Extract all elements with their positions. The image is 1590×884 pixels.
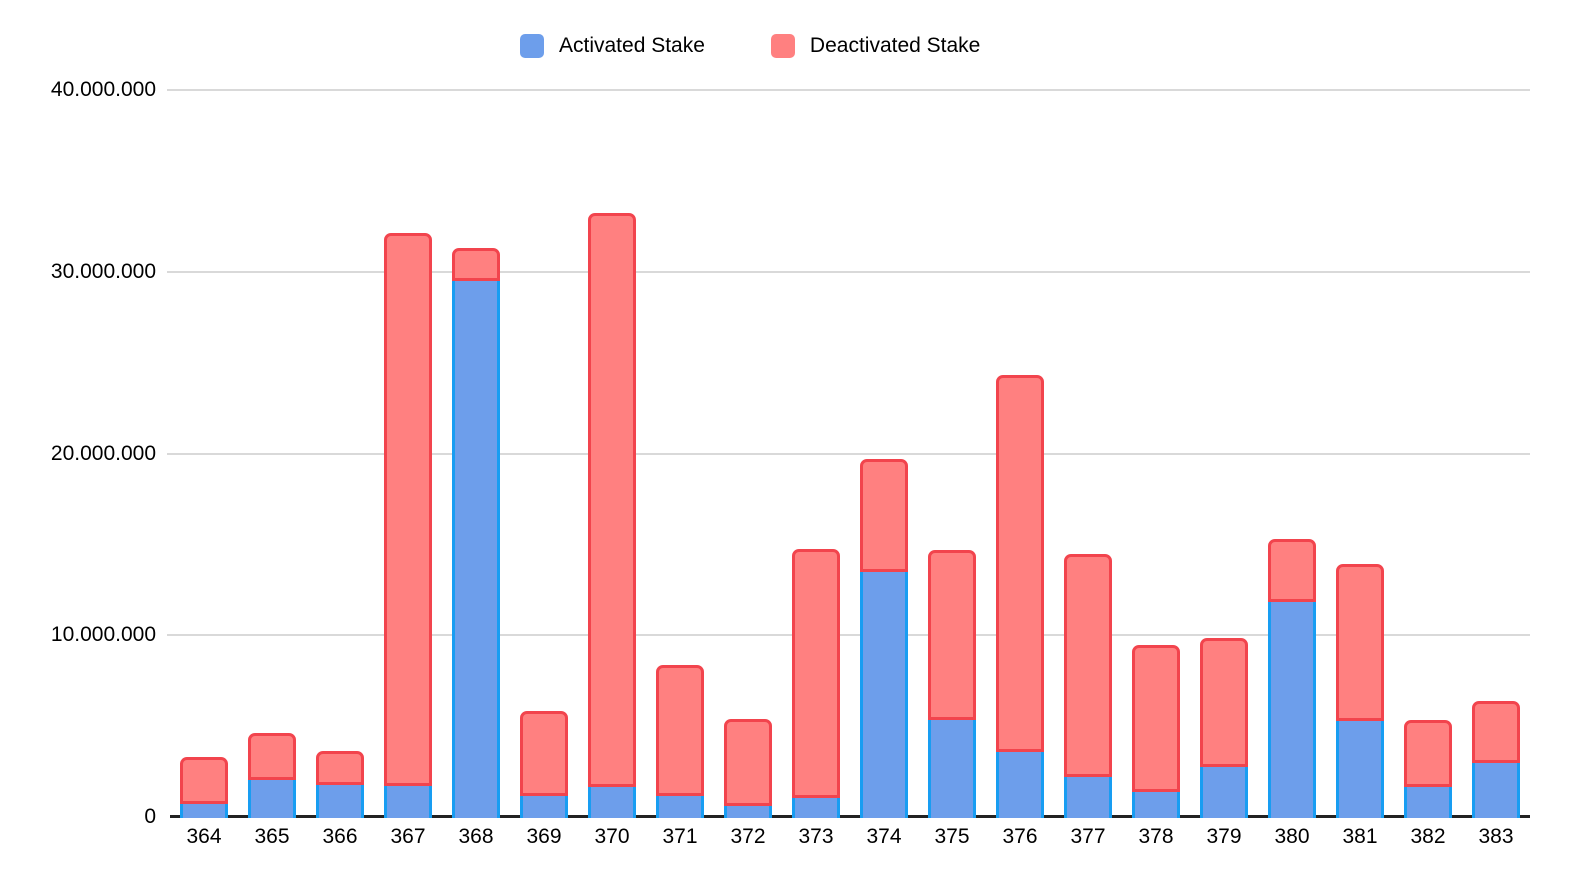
gridline-30.000.000 bbox=[167, 270, 1530, 273]
y-tick-label: 10.000.000 bbox=[50, 623, 156, 647]
x-tick-label-370: 370 bbox=[594, 825, 630, 848]
bar-segment-deactivated-374[interactable] bbox=[860, 459, 908, 572]
bar-segment-deactivated-377[interactable] bbox=[1064, 553, 1112, 778]
bar-segment-deactivated-366[interactable] bbox=[316, 750, 364, 785]
legend-label-activated: Activated Stake bbox=[559, 34, 705, 57]
x-tick-label-368: 368 bbox=[458, 825, 494, 848]
bar-segment-activated-376[interactable] bbox=[996, 748, 1044, 818]
x-tick-label-373: 373 bbox=[798, 825, 834, 848]
bar-segment-deactivated-367[interactable] bbox=[384, 232, 432, 787]
bar-segment-activated-372[interactable] bbox=[724, 802, 772, 818]
x-tick-label-364: 364 bbox=[186, 825, 222, 848]
bar-segment-activated-367[interactable] bbox=[384, 783, 432, 818]
bar-segment-activated-383[interactable] bbox=[1472, 759, 1520, 818]
legend-label-deactivated: Deactivated Stake bbox=[809, 34, 981, 57]
x-tick-label-374: 374 bbox=[866, 825, 902, 848]
x-tick-label-365: 365 bbox=[254, 825, 290, 848]
gridline-40.000.000 bbox=[167, 89, 1530, 91]
x-tick-label-377: 377 bbox=[1070, 825, 1106, 848]
bar-segment-deactivated-375[interactable] bbox=[928, 549, 976, 721]
deactivated-stake-swatch-icon bbox=[770, 34, 795, 58]
bar-segment-deactivated-372[interactable] bbox=[724, 718, 772, 806]
x-tick-label-372: 372 bbox=[730, 825, 766, 848]
bar-segment-activated-377[interactable] bbox=[1064, 774, 1112, 818]
y-tick-label: 0 bbox=[144, 805, 156, 828]
bar-segment-activated-374[interactable] bbox=[860, 569, 908, 818]
bar-segment-deactivated-373[interactable] bbox=[792, 549, 840, 799]
bar-segment-deactivated-376[interactable] bbox=[996, 374, 1044, 752]
y-tick-label: 40.000.000 bbox=[50, 78, 156, 101]
bar-segment-deactivated-381[interactable] bbox=[1336, 563, 1384, 722]
bar-segment-activated-370[interactable] bbox=[588, 784, 636, 818]
x-tick-label-376: 376 bbox=[1002, 825, 1038, 848]
bar-segment-activated-378[interactable] bbox=[1132, 788, 1180, 818]
bar-segment-deactivated-370[interactable] bbox=[588, 212, 636, 788]
legend-item-deactivated[interactable]: Deactivated Stake bbox=[770, 34, 981, 58]
x-tick-label-375: 375 bbox=[934, 825, 970, 848]
x-tick-label-378: 378 bbox=[1138, 825, 1174, 848]
gridline-20.000.000 bbox=[167, 452, 1530, 455]
y-tick-label: 30.000.000 bbox=[50, 259, 156, 283]
x-tick-label-379: 379 bbox=[1206, 825, 1242, 848]
x-tick-label-371: 371 bbox=[662, 825, 698, 848]
x-tick-label-381: 381 bbox=[1342, 825, 1378, 848]
bar-segment-deactivated-382[interactable] bbox=[1404, 719, 1452, 788]
bar-segment-deactivated-379[interactable] bbox=[1200, 638, 1248, 768]
x-tick-label-367: 367 bbox=[390, 825, 426, 848]
bar-segment-activated-375[interactable] bbox=[928, 717, 976, 818]
bar-segment-activated-364[interactable] bbox=[180, 800, 228, 818]
x-tick-label-383: 383 bbox=[1478, 825, 1514, 848]
bar-segment-deactivated-378[interactable] bbox=[1132, 645, 1180, 792]
bar-segment-deactivated-380[interactable] bbox=[1268, 539, 1316, 602]
bar-segment-activated-368[interactable] bbox=[452, 278, 500, 818]
x-tick-label-366: 366 bbox=[322, 825, 358, 848]
bar-segment-deactivated-369[interactable] bbox=[520, 710, 568, 796]
bar-segment-activated-379[interactable] bbox=[1200, 764, 1248, 818]
bar-segment-activated-382[interactable] bbox=[1404, 784, 1452, 818]
x-axis-line bbox=[170, 815, 1530, 818]
bar-segment-deactivated-364[interactable] bbox=[180, 757, 228, 804]
bar-segment-deactivated-365[interactable] bbox=[248, 732, 296, 781]
bar-segment-activated-369[interactable] bbox=[520, 792, 568, 818]
bar-segment-activated-366[interactable] bbox=[316, 781, 364, 818]
legend-item-activated[interactable]: Activated Stake bbox=[520, 34, 705, 58]
bar-segment-activated-365[interactable] bbox=[248, 777, 296, 818]
bar-segment-deactivated-371[interactable] bbox=[656, 665, 704, 797]
x-tick-label-380: 380 bbox=[1274, 825, 1310, 848]
bar-segment-deactivated-368[interactable] bbox=[452, 248, 500, 282]
bar-segment-activated-371[interactable] bbox=[656, 793, 704, 818]
x-tick-label-382: 382 bbox=[1410, 825, 1446, 848]
gridline-10.000.000 bbox=[167, 634, 1530, 637]
bar-segment-activated-381[interactable] bbox=[1336, 718, 1384, 818]
bar-segment-activated-373[interactable] bbox=[792, 795, 840, 818]
bar-segment-activated-380[interactable] bbox=[1268, 598, 1316, 818]
chart-legend: Activated Stake Deactivated Stake bbox=[520, 34, 980, 58]
activated-stake-swatch-icon bbox=[520, 34, 544, 58]
bar-segment-deactivated-383[interactable] bbox=[1472, 700, 1520, 763]
x-tick-label-369: 369 bbox=[526, 825, 562, 848]
y-tick-label: 20.000.000 bbox=[50, 441, 156, 465]
